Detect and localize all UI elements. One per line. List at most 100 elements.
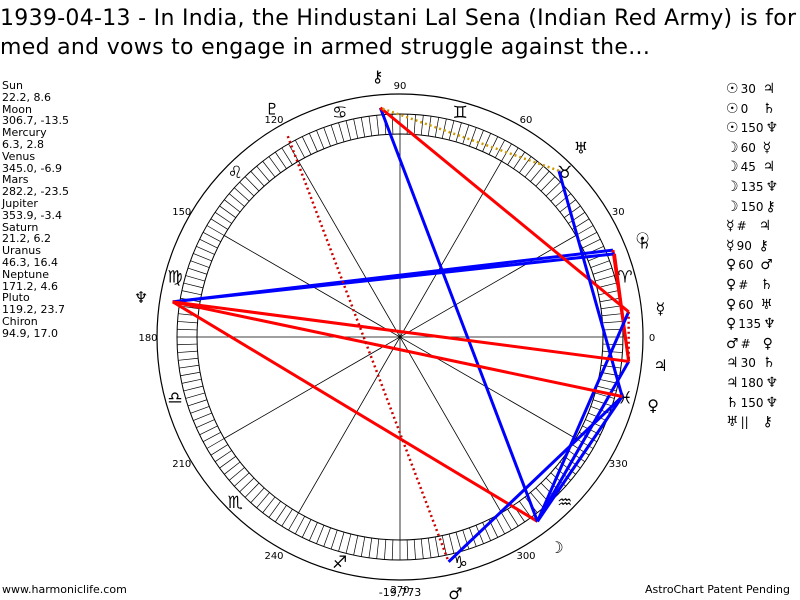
- aspect-harmonic: 30: [740, 82, 756, 96]
- bottom-value: -19,773: [379, 586, 421, 599]
- planet-glyph-icon: ♂: [448, 584, 462, 600]
- aspect-list: ☉ 30 ♃ ☉ 0 ♄ ☉ 150 ♆ ☽ 60 ☿ ☽ 45 ♃ ☽ 135 ♆ ☽ 150 ⚷ ☿ # ♃ ☿ 90 ⚷ ♀ 60…: [726, 80, 778, 433]
- aspect-line: [172, 300, 623, 398]
- aspect-row: ☽ 150 ⚷: [726, 198, 778, 218]
- degree-label: 120: [264, 115, 283, 126]
- planet-name: Neptune: [2, 267, 50, 281]
- planet-name: Saturn: [2, 220, 39, 234]
- aspect-planet-a-icon: ☿: [726, 237, 735, 254]
- aspect-harmonic: #: [736, 219, 747, 234]
- zodiac-sign-icon: ♈: [617, 268, 632, 288]
- degree-label: 330: [609, 459, 628, 470]
- aspect-row: ♀ 60 ♂: [726, 256, 778, 276]
- degree-label: 300: [516, 551, 535, 562]
- aspect-line: [172, 252, 615, 304]
- aspect-harmonic: 60: [738, 297, 754, 312]
- degree-label: 180: [138, 333, 157, 344]
- aspect-line: [378, 107, 539, 522]
- aspect-row: ☽ 135 ♆: [726, 178, 778, 198]
- planet-glyph-icon: ♇: [265, 99, 279, 118]
- aspect-row: ☽ 45 ♃: [726, 158, 778, 178]
- aspect-row: ☿ 90 ⚷: [726, 237, 778, 257]
- aspect-row: ♀ 60 ♅: [726, 296, 778, 316]
- aspect-planet-a-icon: ☉: [726, 120, 739, 137]
- aspect-planet-b-icon: ⚷: [758, 237, 769, 254]
- zodiac-sign-icon: ♐: [332, 553, 347, 573]
- aspect-harmonic: 150: [740, 121, 764, 136]
- aspect-planet-b-icon: ⚷: [762, 414, 773, 431]
- aspect-planet-a-icon: ☿: [726, 218, 735, 235]
- aspect-planet-b-icon: ♆: [763, 316, 776, 333]
- degree-label: 210: [172, 459, 191, 470]
- planet-coords: 94.9, 17.0: [2, 326, 58, 340]
- planet-coords: 46.3, 16.4: [2, 255, 58, 269]
- planet-glyph-icon: ⚷: [372, 67, 384, 86]
- aspect-row: ♅ || ⚷: [726, 413, 778, 433]
- chart-title: 1939-04-13 - In India, the Hindustani La…: [0, 6, 797, 60]
- aspect-planet-b-icon: ♆: [765, 394, 779, 411]
- planet-coords: 282.2, -23.5: [2, 185, 69, 199]
- degree-label: 0: [649, 333, 655, 344]
- aspect-harmonic: 135: [740, 179, 764, 194]
- degree-label: 240: [264, 551, 283, 562]
- aspect-harmonic: 0: [740, 101, 749, 116]
- aspect-planet-b-icon: ♄: [762, 355, 776, 372]
- planet-coords: 171.2, 4.6: [2, 279, 58, 293]
- aspect-planet-a-icon: ☽: [726, 159, 739, 176]
- aspect-planet-a-icon: ♂: [726, 335, 739, 352]
- degree-label: 90: [394, 81, 407, 92]
- planet-name: Jupiter: [2, 196, 38, 210]
- degree-label: 270: [390, 585, 409, 596]
- degree-label: 30: [612, 207, 625, 218]
- aspect-harmonic: #: [738, 277, 749, 292]
- zodiac-sign-icon: ♋: [332, 103, 347, 123]
- planet-name: Venus: [2, 149, 36, 163]
- aspect-line: [172, 300, 629, 363]
- aspect-planet-b-icon: ♆: [765, 120, 779, 137]
- aspect-planet-a-icon: ♀: [726, 316, 737, 333]
- aspect-planet-a-icon: ♃: [726, 355, 739, 372]
- planet-name: Uranus: [2, 244, 41, 258]
- planet-name: Pluto: [2, 291, 30, 305]
- aspect-row: ☉ 30 ♃: [726, 80, 778, 100]
- planet-glyph-icon: ♆: [134, 288, 148, 307]
- aspect-planet-b-icon: ♄: [762, 100, 776, 117]
- website-link[interactable]: www.harmoniclife.com: [2, 583, 127, 596]
- aspect-row: ♀ # ♄: [726, 276, 778, 296]
- aspect-line: [286, 135, 450, 563]
- aspect-harmonic: 60: [740, 140, 756, 155]
- aspect-row: ♃ 180 ♆: [726, 374, 778, 394]
- zodiac-sign-icon: ♊: [453, 103, 468, 123]
- aspect-line: [171, 300, 539, 523]
- aspect-harmonic: 135: [738, 317, 762, 332]
- aspect-planet-a-icon: ☽: [726, 139, 739, 156]
- aspect-row: ☉ 0 ♄: [726, 100, 778, 120]
- planet-glyph-icon: ♄: [637, 233, 651, 252]
- aspect-planet-b-icon: ♆: [765, 178, 779, 195]
- planet-glyph-icon: ♃: [653, 356, 667, 375]
- planet-glyph-icon: ☽: [549, 538, 563, 557]
- aspect-row: ♀ 135 ♆: [726, 315, 778, 335]
- aspect-planet-b-icon: ⚷: [765, 198, 776, 215]
- aspect-planet-a-icon: ☽: [726, 198, 739, 215]
- aspect-line: [536, 360, 631, 523]
- planet-coords: 119.2, 23.7: [2, 303, 65, 317]
- aspect-row: ♃ 30 ♄: [726, 354, 778, 374]
- planet-glyph-icon: ♅: [574, 139, 588, 158]
- planet-glyph-icon: ♀: [647, 396, 659, 415]
- aspect-harmonic: 45: [740, 160, 756, 175]
- spoke-line: [223, 235, 577, 439]
- aspect-harmonic: 150: [740, 199, 764, 214]
- aspect-harmonic: 150: [740, 395, 764, 410]
- aspect-row: ☽ 60 ☿: [726, 139, 778, 159]
- zodiac-sign-icon: ♍: [167, 268, 182, 288]
- planet-coords: 21.2, 6.2: [2, 232, 51, 246]
- outer-circle: [156, 93, 644, 581]
- patent-notice: AstroChart Patent Pending: [644, 583, 790, 596]
- aspect-harmonic: 90: [736, 238, 752, 253]
- aspect-planet-a-icon: ♃: [726, 374, 739, 391]
- aspect-row: ☉ 150 ♆: [726, 119, 778, 139]
- aspect-harmonic: #: [740, 336, 751, 351]
- aspect-row: ♄ 150 ♆: [726, 394, 778, 414]
